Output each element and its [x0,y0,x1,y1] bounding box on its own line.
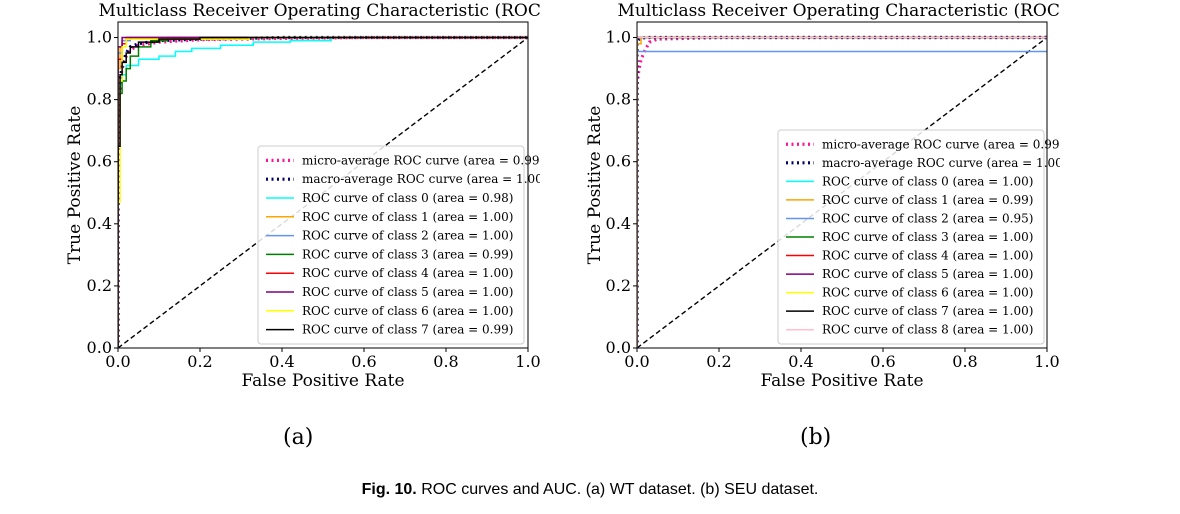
x-tick-label: 0.4 [269,352,294,371]
legend-entry-label: ROC curve of class 2 (area = 1.00) [302,229,513,243]
x-axis-label: False Positive Rate [241,371,404,391]
y-tick-label: 1.0 [606,28,631,47]
roc-chart-b-svg: Multiclass Receiver Operating Characteri… [585,1,1067,391]
x-axis-label: False Positive Rate [760,371,923,391]
legend-entry-label: ROC curve of class 0 (area = 0.98) [302,191,513,205]
legend-entry-label: ROC curve of class 2 (area = 0.95) [822,211,1033,225]
plot-frame [636,21,1048,349]
y-tick-label: 0.2 [87,276,112,295]
roc-series-line [118,36,528,348]
legend-entry-label: ROC curve of class 4 (area = 1.00) [822,249,1033,263]
x-tick-label: 0.2 [706,352,731,371]
x-tick-label: 0.2 [187,352,212,371]
x-tick-label: 0.8 [433,352,458,371]
plot-area [118,35,528,348]
chart-title: Multiclass Receiver Operating Characteri… [99,1,540,21]
legend-entry-label: ROC curve of class 5 (area = 1.00) [822,267,1033,281]
legend-entry-label: ROC curve of class 4 (area = 1.00) [302,266,513,280]
x-tick-label: 0.4 [788,352,813,371]
caption-label: Fig. 10. [361,481,417,498]
y-axis-label: True Positive Rate [585,106,605,265]
roc-chart-a-svg: Multiclass Receiver Operating Characteri… [65,1,547,391]
subfigure-label-b: (b) [800,425,832,450]
legend-entry-label: ROC curve of class 3 (area = 0.99) [302,247,513,261]
legend-entry-label: ROC curve of class 3 (area = 1.00) [822,230,1033,244]
legend-entry-label: ROC curve of class 7 (area = 0.99) [302,323,513,337]
legend-entry-label: ROC curve of class 6 (area = 1.00) [302,304,513,318]
y-tick-label: 0.2 [606,276,631,295]
y-tick-label: 0.4 [606,214,631,233]
y-tick-label: 0.0 [87,338,112,357]
x-tick-label: 0.8 [952,352,977,371]
plot-frame [117,21,529,349]
legend-entry-label: ROC curve of class 5 (area = 1.00) [302,285,513,299]
legend-entry-label: ROC curve of class 8 (area = 1.00) [822,323,1033,337]
y-axis-label: True Positive Rate [65,106,85,265]
x-tick-label: 0.0 [105,352,130,371]
legend-box [257,145,525,345]
y-tick-label: 0.4 [87,214,112,233]
roc-chart-a: Multiclass Receiver Operating Characteri… [60,0,547,400]
legend-entry-label: ROC curve of class 1 (area = 0.99) [822,193,1033,207]
legend-entry-label: ROC curve of class 7 (area = 1.00) [822,304,1033,318]
chart-title: Multiclass Receiver Operating Characteri… [618,1,1060,21]
roc-series-line [637,50,1047,348]
legend-entry-label: micro-average ROC curve (area = 0.99) [822,137,1060,151]
x-tick-label: 1.0 [1034,352,1059,371]
legend-entry-label: macro-average ROC curve (area = 1.00) [302,172,540,186]
chart-legend: micro-average ROC curve (area = 0.99) mac… [257,145,547,345]
legend-entry-label: ROC curve of class 1 (area = 1.00) [302,210,513,224]
x-tick-label: 0.6 [870,352,895,371]
y-tick-label: 0.6 [606,152,631,171]
plot-area [637,35,1047,348]
caption-text: ROC curves and AUC. (a) WT dataset. (b) … [421,481,819,498]
x-tick-label: 0.0 [624,352,649,371]
legend-entry-label: macro-average ROC curve (area = 1.00) [822,156,1060,170]
y-tick-label: 0.8 [606,90,631,109]
subfigure-label-a: (a) [283,425,314,450]
roc-series-line [637,36,1047,348]
legend-entry-label: ROC curve of class 0 (area = 1.00) [822,174,1033,188]
x-tick-label: 1.0 [515,352,540,371]
roc-chart-b: Multiclass Receiver Operating Characteri… [580,0,1067,400]
figure-caption: Fig. 10. ROC curves and AUC. (a) WT data… [0,481,1180,499]
x-tick-label: 0.6 [351,352,376,371]
legend-box [777,129,1045,345]
y-tick-label: 0.0 [606,338,631,357]
roc-series-line [118,36,528,348]
legend-entry-label: micro-average ROC curve (area = 0.99) [302,153,540,167]
legend-entry-label: ROC curve of class 6 (area = 1.00) [822,286,1033,300]
y-tick-label: 1.0 [87,28,112,47]
roc-series-line [637,35,1047,348]
y-tick-label: 0.8 [87,90,112,109]
y-tick-label: 0.6 [87,152,112,171]
chart-legend: micro-average ROC curve (area = 0.99) mac… [777,129,1067,345]
